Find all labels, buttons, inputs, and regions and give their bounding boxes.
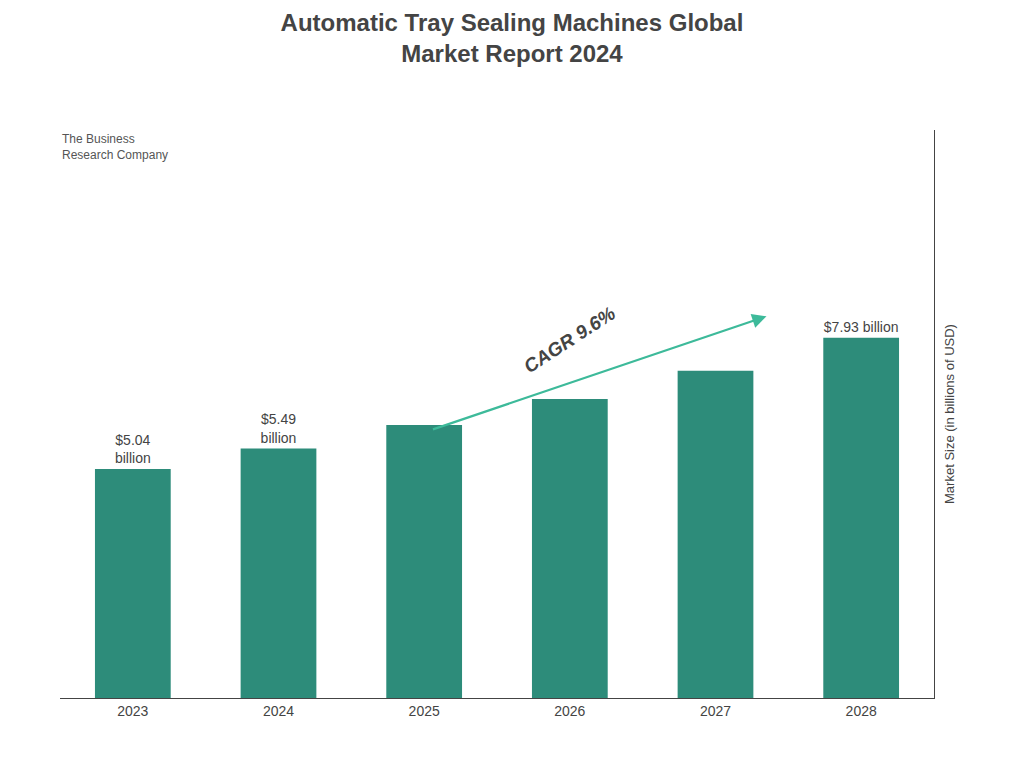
svg-text:Automatic Tray Sealing Machine: Automatic Tray Sealing Machines GlobalMa… — [281, 9, 744, 67]
svg-text:2028: 2028 — [846, 703, 877, 719]
svg-text:$5.04billion: $5.04billion — [115, 432, 151, 466]
svg-text:2027: 2027 — [700, 703, 731, 719]
svg-text:$5.49billion: $5.49billion — [261, 411, 297, 445]
svg-text:2023: 2023 — [117, 703, 148, 719]
svg-text:2025: 2025 — [409, 703, 440, 719]
svg-text:$7.93 billion: $7.93 billion — [824, 319, 899, 335]
svg-text:CAGR 9.6%: CAGR 9.6% — [520, 302, 619, 377]
svg-text:2026: 2026 — [554, 703, 585, 719]
svg-text:2024: 2024 — [263, 703, 294, 719]
svg-text:The BusinessResearch Company: The BusinessResearch Company — [62, 132, 168, 162]
svg-text:Market Size (in billions of US: Market Size (in billions of USD) — [942, 324, 957, 504]
